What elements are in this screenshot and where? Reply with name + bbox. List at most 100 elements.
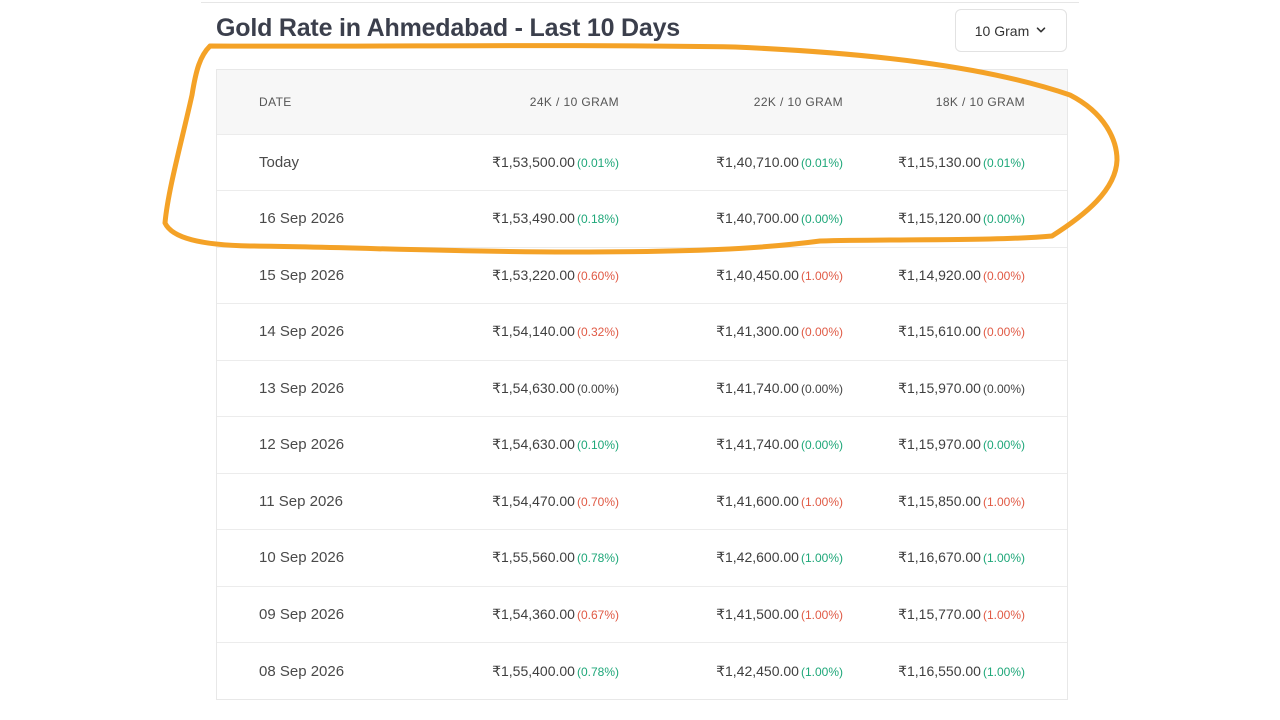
rate-24k-change: (0.78%) [576,664,619,679]
row-date: 16 Sep 2026 [259,210,345,228]
rate-22k-change: (0.00%) [800,212,843,227]
rate-22k-price: ₹1,41,500.00 [716,605,799,622]
rate-18k-change: (1.00%) [982,551,1025,566]
rate-24k-price: ₹1,55,400.00 [492,662,575,679]
table-row: 08 Sep 2026 ₹1,55,400.00 (0.78%) ₹1,42,450.… [217,642,1067,700]
rate-24k: ₹1,53,490.00 (0.18%) [417,191,619,248]
rate-24k-price: ₹1,54,630.00 [492,379,575,396]
rate-22k: ₹1,42,600.00 (1.00%) [619,530,843,587]
rate-24k-change: (0.01%) [576,155,619,170]
rate-22k-change: (1.00%) [800,551,843,566]
rate-18k-price: ₹1,15,610.00 [898,323,981,340]
rate-22k: ₹1,41,600.00 (1.00%) [619,473,843,530]
top-divider [201,2,1079,3]
row-date: 12 Sep 2026 [259,436,345,454]
rate-22k: ₹1,41,500.00 (1.00%) [619,586,843,643]
rate-22k-price: ₹1,40,450.00 [716,266,799,283]
rate-18k-change: (0.00%) [982,268,1025,283]
row-date: 13 Sep 2026 [259,379,345,397]
rate-24k-change: (0.10%) [576,438,619,453]
rate-22k: ₹1,40,700.00 (0.00%) [619,191,843,248]
rate-22k-change: (1.00%) [800,494,843,509]
row-pad [1025,530,1067,587]
rate-24k-price: ₹1,53,490.00 [492,210,575,227]
rate-18k: ₹1,14,920.00 (0.00%) [843,247,1025,304]
rate-24k: ₹1,53,220.00 (0.60%) [417,247,619,304]
rate-22k-change: (1.00%) [800,664,843,679]
rate-24k: ₹1,54,470.00 (0.70%) [417,473,619,530]
rate-24k-change: (0.60%) [576,268,619,283]
rate-22k-change: (0.00%) [800,381,843,396]
rate-22k: ₹1,42,450.00 (1.00%) [619,643,843,700]
table-row: 16 Sep 2026 ₹1,53,490.00 (0.18%) ₹1,40,700.… [217,190,1067,248]
rate-18k-change: (0.00%) [982,325,1025,340]
row-date: 10 Sep 2026 [259,549,345,567]
rate-24k: ₹1,53,500.00 (0.01%) [417,134,619,191]
rate-18k-price: ₹1,15,970.00 [898,436,981,453]
rate-18k-price: ₹1,15,970.00 [898,379,981,396]
rate-24k-price: ₹1,55,560.00 [492,549,575,566]
rate-22k: ₹1,40,710.00 (0.01%) [619,134,843,191]
row-date: 11 Sep 2026 [259,492,343,510]
row-date: 15 Sep 2026 [259,266,345,284]
table-header-row: DATE 24K / 10 GRAM 22K / 10 GRAM 18K / 1… [217,70,1067,134]
rate-18k-price: ₹1,14,920.00 [898,266,981,283]
rate-18k-price: ₹1,15,850.00 [898,492,981,509]
rate-24k: ₹1,54,630.00 (0.10%) [417,417,619,474]
column-header-pad [1025,70,1067,134]
rate-18k-change: (0.00%) [982,212,1025,227]
table-row: 15 Sep 2026 ₹1,53,220.00 (0.60%) ₹1,40,450.… [217,247,1067,304]
rate-22k: ₹1,41,300.00 (0.00%) [619,304,843,361]
rate-18k: ₹1,15,130.00 (0.01%) [843,134,1025,191]
rate-22k-change: (0.01%) [800,155,843,170]
rate-24k-price: ₹1,54,470.00 [492,492,575,509]
table-body: Today ₹1,53,500.00 (0.01%) ₹1,40,710.00 (0.0… [217,134,1067,699]
rate-18k-price: ₹1,15,130.00 [898,153,981,170]
rate-22k: ₹1,41,740.00 (0.00%) [619,360,843,417]
rate-22k-price: ₹1,41,600.00 [716,492,799,509]
rate-24k: ₹1,54,630.00 (0.00%) [417,360,619,417]
unit-select[interactable]: 10 Gram [955,9,1067,52]
column-header-24k: 24K / 10 GRAM [529,94,619,109]
rate-18k-change: (1.00%) [982,494,1025,509]
row-date: 08 Sep 2026 [259,662,345,680]
rate-24k-change: (0.78%) [576,551,619,566]
rate-24k-price: ₹1,54,360.00 [492,605,575,622]
chevron-down-icon [1035,23,1047,39]
rate-24k: ₹1,55,400.00 (0.78%) [417,643,619,700]
rate-18k-change: (0.00%) [982,381,1025,396]
row-pad [1025,643,1067,700]
rate-18k-price: ₹1,15,120.00 [898,210,981,227]
rate-22k-price: ₹1,41,740.00 [716,436,799,453]
column-header-18k: 18K / 10 GRAM [935,94,1025,109]
rate-18k-price: ₹1,16,670.00 [898,549,981,566]
table-row: 12 Sep 2026 ₹1,54,630.00 (0.10%) ₹1,41,740.… [217,416,1067,474]
row-date: 14 Sep 2026 [259,323,345,341]
row-pad [1025,191,1067,248]
rate-22k: ₹1,40,450.00 (1.00%) [619,247,843,304]
column-header-22k: 22K / 10 GRAM [753,94,843,109]
rate-22k-price: ₹1,41,300.00 [716,323,799,340]
table-row: 13 Sep 2026 ₹1,54,630.00 (0.00%) ₹1,41,740.… [217,360,1067,417]
table-row: 14 Sep 2026 ₹1,54,140.00 (0.32%) ₹1,41,300.… [217,303,1067,361]
gold-rate-table: DATE 24K / 10 GRAM 22K / 10 GRAM 18K / 1… [216,69,1068,700]
table-row: 09 Sep 2026 ₹1,54,360.00 (0.67%) ₹1,41,500.… [217,586,1067,643]
rate-22k-change: (1.00%) [800,268,843,283]
rate-18k: ₹1,15,850.00 (1.00%) [843,473,1025,530]
unit-select-value: 10 Gram [974,22,1030,39]
rate-24k-price: ₹1,53,220.00 [492,266,575,283]
rate-18k: ₹1,15,120.00 (0.00%) [843,191,1025,248]
rate-18k: ₹1,16,670.00 (1.00%) [843,530,1025,587]
rate-24k: ₹1,54,360.00 (0.67%) [417,586,619,643]
table-row: 10 Sep 2026 ₹1,55,560.00 (0.78%) ₹1,42,600.… [217,529,1067,587]
rate-24k-change: (0.18%) [576,212,619,227]
rate-18k-change: (0.01%) [982,155,1025,170]
rate-24k-change: (0.70%) [576,494,619,509]
rate-18k-price: ₹1,16,550.00 [898,662,981,679]
rate-24k-change: (0.67%) [576,607,619,622]
rate-18k: ₹1,15,610.00 (0.00%) [843,304,1025,361]
rate-18k-change: (1.00%) [982,664,1025,679]
table-row: 11 Sep 2026 ₹1,54,470.00 (0.70%) ₹1,41,600.… [217,473,1067,530]
row-date: Today [259,153,300,171]
rate-24k: ₹1,54,140.00 (0.32%) [417,304,619,361]
